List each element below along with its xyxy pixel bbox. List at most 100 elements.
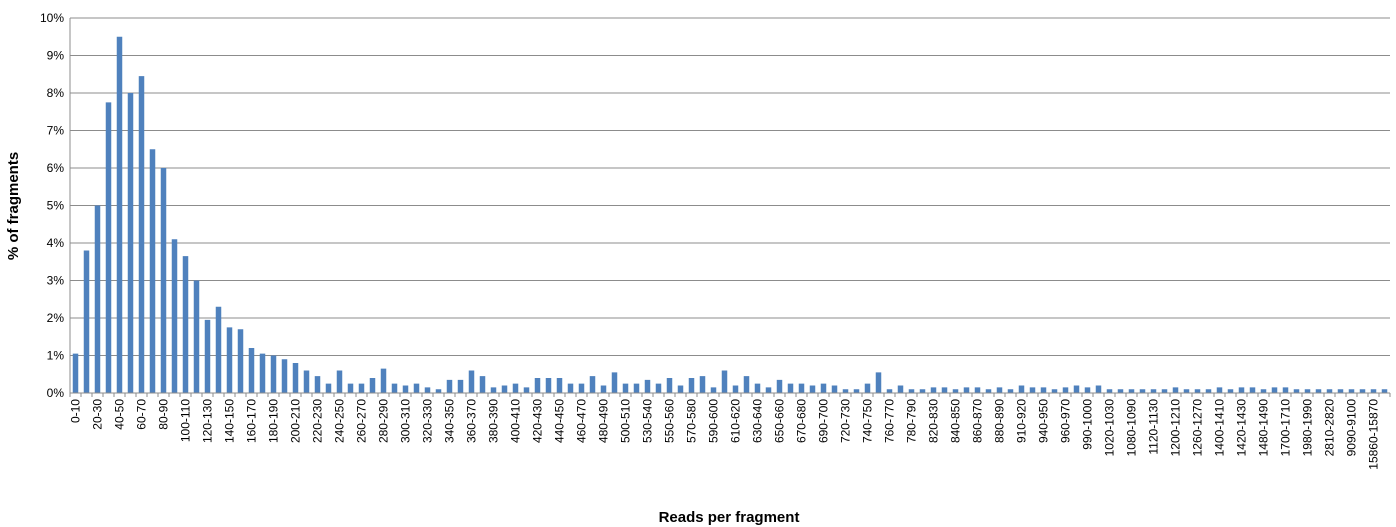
x-tick-label: 400-410	[509, 399, 523, 443]
x-tick-label: 720-730	[839, 399, 853, 443]
bar	[171, 239, 178, 393]
x-tick-label: 670-680	[795, 399, 809, 443]
x-tick-label: 1080-1090	[1125, 399, 1139, 457]
x-tick-label: 200-210	[289, 399, 303, 443]
bar	[941, 387, 948, 393]
bar	[1051, 389, 1058, 393]
bar	[1106, 389, 1113, 393]
bar	[325, 383, 332, 393]
bar	[83, 250, 90, 393]
x-tick-label: 220-230	[311, 399, 325, 443]
x-tick-label: 300-310	[399, 399, 413, 443]
bar	[974, 387, 981, 393]
x-tick-label: 280-290	[377, 399, 391, 443]
x-tick-label: 100-110	[179, 399, 193, 442]
x-tick-label: 1480-1490	[1257, 399, 1271, 457]
x-tick-label: 480-490	[597, 399, 611, 443]
bar	[1062, 387, 1069, 393]
x-tick-label: 820-830	[927, 399, 941, 443]
bar	[1227, 389, 1234, 393]
bar	[633, 383, 640, 393]
bar	[413, 383, 420, 393]
bar	[1260, 389, 1267, 393]
x-tick-label: 1120-1130	[1147, 399, 1161, 455]
bar	[1315, 389, 1322, 393]
y-tick-label: 8%	[47, 86, 65, 100]
x-tick-label: 990-1000	[1081, 399, 1095, 450]
bar	[809, 385, 816, 393]
bar	[776, 379, 783, 393]
x-tick-label: 120-130	[201, 399, 215, 443]
x-tick-label: 940-950	[1037, 399, 1051, 443]
bar	[270, 355, 277, 393]
bar	[743, 376, 750, 393]
x-tick-label: 500-510	[619, 399, 633, 443]
bar	[248, 348, 255, 393]
y-axis-ticks: 0% 1% 2% 3% 4% 5% 6% 7% 8% 9% 10%	[40, 11, 64, 400]
bar	[820, 383, 827, 393]
bar	[1293, 389, 1300, 393]
x-tick-label: 0-10	[69, 399, 83, 423]
bar	[138, 76, 145, 393]
bar	[1271, 387, 1278, 393]
bar	[380, 368, 387, 393]
x-tick-label: 1980-1990	[1301, 399, 1315, 457]
bar	[1282, 387, 1289, 393]
bar	[1304, 389, 1311, 393]
bar	[985, 389, 992, 393]
x-tick-label: 1020-1030	[1103, 399, 1117, 457]
bar	[644, 379, 651, 393]
y-tick-label: 9%	[47, 49, 65, 63]
x-tick-label: 180-190	[267, 399, 281, 443]
bar	[611, 372, 618, 393]
bar	[215, 306, 222, 393]
x-tick-label: 840-850	[949, 399, 963, 443]
x-tick-label: 910-920	[1015, 399, 1029, 443]
bar	[699, 376, 706, 393]
bar	[996, 387, 1003, 393]
bar	[1359, 389, 1366, 393]
x-tick-label: 1260-1270	[1191, 399, 1205, 457]
x-tick-label: 60-70	[135, 399, 149, 430]
x-tick-label: 320-330	[421, 399, 435, 443]
bar	[468, 370, 475, 393]
x-tick-label: 2810-2820	[1323, 399, 1337, 457]
bar	[391, 383, 398, 393]
x-tick-label: 740-750	[861, 399, 875, 443]
bar	[1117, 389, 1124, 393]
bar	[446, 379, 453, 393]
bar	[1007, 389, 1014, 393]
bar	[930, 387, 937, 393]
x-tick-label: 440-450	[553, 399, 567, 443]
bar	[226, 327, 233, 393]
bar	[787, 383, 794, 393]
y-tick-label: 7%	[47, 124, 65, 138]
x-tick-label: 20-30	[91, 399, 105, 430]
bar	[1073, 385, 1080, 393]
bar	[435, 389, 442, 393]
x-tick-label: 1700-1710	[1279, 399, 1293, 457]
x-tick-label: 15860-15870	[1367, 399, 1381, 470]
bar	[1348, 389, 1355, 393]
bar	[347, 383, 354, 393]
bar	[831, 385, 838, 393]
bar	[622, 383, 629, 393]
bar	[578, 383, 585, 393]
bar	[182, 256, 189, 393]
bar	[479, 376, 486, 393]
bar	[1183, 389, 1190, 393]
bar	[523, 387, 530, 393]
bar	[105, 102, 112, 393]
bar	[369, 378, 376, 393]
x-tick-label: 530-540	[641, 399, 655, 443]
bar	[1040, 387, 1047, 393]
bar	[842, 389, 849, 393]
x-tick-label: 650-660	[773, 399, 787, 443]
bar	[1238, 387, 1245, 393]
bar	[1381, 389, 1388, 393]
bar	[963, 387, 970, 393]
bar	[1029, 387, 1036, 393]
x-tick-label: 340-350	[443, 399, 457, 443]
x-tick-label: 760-770	[883, 399, 897, 443]
